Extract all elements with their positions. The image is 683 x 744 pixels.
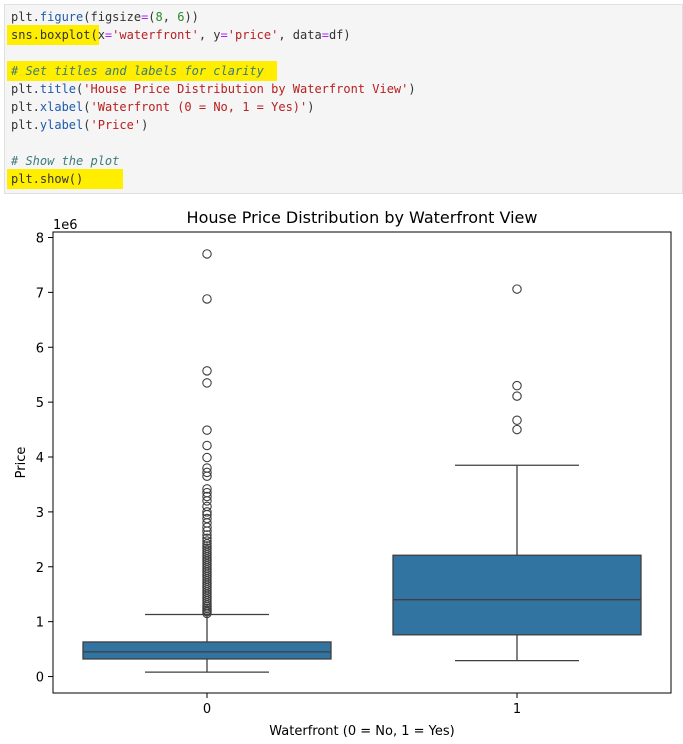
code-token: # Set titles and labels for clarity: [11, 64, 264, 78]
x-axis-label: Waterfront (0 = No, 1 = Yes): [269, 724, 454, 739]
plot-frame: [52, 231, 672, 694]
code-token: , y: [198, 28, 221, 42]
outlier-point: [202, 366, 212, 376]
plot-area: 0 1 2 3 4 5 6 7 8 0 1: [36, 231, 672, 717]
code-token: # Show the plot: [11, 154, 120, 168]
outlier-point: [202, 484, 212, 494]
outlier-point: [202, 533, 212, 543]
y-tick-label: 5: [36, 396, 44, 411]
code-token: (: [76, 82, 84, 96]
y-tick-label: 6: [36, 341, 44, 356]
outlier-point: [512, 424, 522, 435]
code-token: (figsize: [83, 10, 142, 24]
y-offset-label: 1e6: [53, 218, 78, 233]
code-token: =: [104, 28, 113, 42]
y-tick-label: 7: [36, 286, 44, 301]
code-token: 'House Price Distribution by Waterfront …: [83, 82, 409, 96]
code-token: 8: [155, 10, 163, 24]
code-token: =: [321, 28, 329, 42]
code-token: (: [83, 118, 91, 132]
code-token: sns.boxplot(x: [11, 28, 105, 42]
code-token: 'Price': [90, 118, 142, 132]
outlier-point: [202, 608, 212, 619]
code-token: title: [39, 82, 77, 96]
code-line-7: plt.ylabel('Price'): [11, 116, 148, 134]
outlier-point: [202, 507, 212, 517]
outlier-point: [202, 425, 212, 435]
code-line-6: plt.xlabel('Waterfront (0 = No, 1 = Yes)…: [11, 98, 314, 116]
outlier-point: [202, 471, 212, 481]
code-token: =: [141, 10, 149, 24]
y-tick-label: 3: [36, 506, 44, 521]
chart-title: House Price Distribution by Waterfront V…: [187, 208, 538, 227]
code-line-10: plt.show(): [7, 169, 123, 189]
box-0: [82, 641, 332, 660]
outlier-point: [512, 415, 522, 425]
code-line-2: sns.boxplot(x='waterfront', y='price', d…: [7, 25, 351, 45]
code-line-5: plt.title('House Price Distribution by W…: [11, 80, 416, 98]
outlier-point: [202, 378, 212, 388]
box-1: [392, 554, 642, 636]
code-token: 'waterfront': [112, 28, 199, 42]
code-token: (: [148, 10, 156, 24]
outlier-point: [202, 522, 212, 533]
code-token: (: [83, 100, 91, 114]
code-token: plt.: [11, 82, 40, 96]
boxplot-chart: House Price Distribution by Waterfront V…: [14, 208, 672, 739]
code-token: =: [220, 28, 228, 42]
y-tick-label: 8: [36, 231, 44, 246]
code-token: plt.show(): [11, 172, 84, 186]
code-token: figure: [39, 10, 84, 24]
outlier-point: [202, 249, 212, 259]
outlier-point: [202, 440, 212, 451]
outlier-point: [202, 496, 212, 506]
code-token: ylabel: [39, 118, 84, 132]
code-token: plt.: [11, 10, 40, 24]
y-tick-label: 0: [36, 671, 44, 686]
code-line-4: # Set titles and labels for clarity: [7, 61, 277, 81]
y-tick-label: 1: [36, 616, 44, 631]
code-token: 'price': [227, 28, 279, 42]
code-cell[interactable]: plt.figure(figsize=(8, 6)) sns.boxplot(x…: [4, 4, 683, 194]
outlier-point: [202, 526, 212, 536]
outlier-point: [512, 284, 522, 294]
code-token: 'Waterfront (0 = No, 1 = Yes)': [90, 100, 308, 114]
y-tick-label: 4: [36, 451, 44, 466]
code-token: plt.: [11, 100, 40, 114]
code-token: ): [141, 118, 149, 132]
code-token: ): [307, 100, 315, 114]
code-token: ): [408, 82, 416, 96]
highlight-mark: [7, 25, 99, 45]
code-token: plt.: [11, 118, 40, 132]
outlier-point: [202, 294, 212, 304]
y-axis-label: Price: [14, 447, 29, 479]
code-token: xlabel: [39, 100, 84, 114]
x-tick-label: 0: [203, 702, 211, 717]
code-token: , data: [278, 28, 322, 42]
code-token: )): [184, 10, 199, 24]
y-tick-label: 2: [36, 561, 44, 576]
code-token: ,: [162, 10, 178, 24]
code-line-1: plt.figure(figsize=(8, 6)): [11, 8, 199, 26]
outlier-point: [202, 536, 212, 546]
outlier-point: [202, 491, 212, 502]
outlier-point: [512, 380, 522, 391]
highlight-mark: [7, 169, 123, 189]
x-tick-label: 1: [513, 702, 521, 717]
outlier-point: [202, 452, 212, 463]
outlier-point: [512, 391, 522, 401]
highlight-mark: [7, 61, 277, 81]
code-token: 6: [177, 10, 185, 24]
code-line-9: # Show the plot: [11, 152, 119, 170]
outlier-point: [202, 467, 212, 478]
code-token: df): [328, 28, 351, 42]
